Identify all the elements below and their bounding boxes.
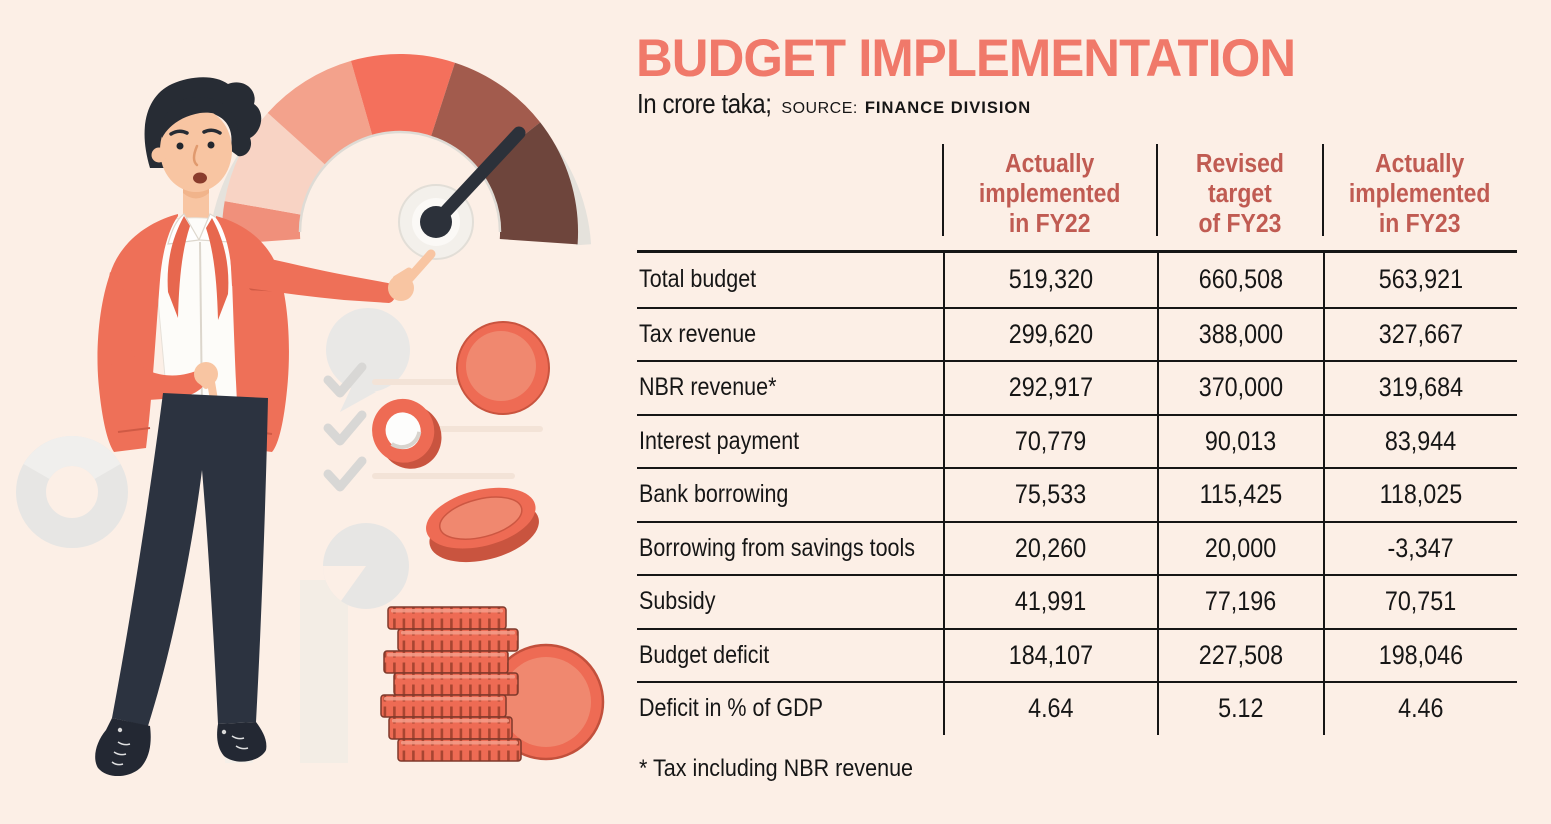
row-label: Interest payment bbox=[639, 426, 800, 455]
man-left-sleeve bbox=[105, 272, 206, 400]
gauge-segment-2 bbox=[224, 112, 327, 216]
gauge-segment-4 bbox=[350, 54, 455, 138]
check-icon bbox=[323, 456, 367, 492]
page-title: BUDGET IMPLEMENTATION bbox=[636, 29, 1296, 88]
unit-label: In crore taka; bbox=[637, 88, 772, 119]
speech-bubble-shape bbox=[326, 308, 410, 412]
table-cell: -3,347 bbox=[1323, 522, 1517, 574]
gauge-segment-5 bbox=[429, 62, 541, 172]
table-cell: 4.64 bbox=[943, 683, 1157, 735]
table-row: Tax revenue 299,620 388,000 327,667 bbox=[637, 306, 1517, 360]
table-cell: 563,921 bbox=[1323, 253, 1517, 307]
table-cell: 77,196 bbox=[1157, 576, 1323, 628]
man-pants bbox=[112, 393, 268, 726]
donut-chart-shape bbox=[16, 436, 128, 548]
man-hair bbox=[144, 77, 262, 168]
bar-chart-shape bbox=[300, 580, 348, 763]
table-cell: 83,944 bbox=[1323, 415, 1517, 467]
table-cell: 70,751 bbox=[1323, 576, 1517, 628]
row-label: Subsidy bbox=[639, 587, 716, 616]
table-cell: 5.12 bbox=[1157, 683, 1323, 735]
gauge-segment-1 bbox=[221, 201, 302, 245]
table-header-empty bbox=[637, 138, 943, 250]
illustration bbox=[16, 54, 605, 777]
table-cell: 319,684 bbox=[1323, 362, 1517, 414]
table-header-row: Actually implemented in FY22 Revised tar… bbox=[637, 138, 1517, 253]
pie-chart-shape bbox=[323, 523, 409, 609]
man-ear bbox=[151, 147, 167, 163]
table-cell: 292,917 bbox=[943, 362, 1157, 414]
row-label: NBR revenue* bbox=[639, 373, 777, 402]
coins bbox=[372, 321, 605, 762]
table-cell: 4.46 bbox=[1323, 683, 1517, 735]
table-row: Deficit in % of GDP 4.64 5.12 4.46 bbox=[637, 681, 1517, 735]
table-cell: 118,025 bbox=[1323, 469, 1517, 521]
table-row: Subsidy 41,991 77,196 70,751 bbox=[637, 574, 1517, 628]
table-cell: 90,013 bbox=[1157, 415, 1323, 467]
row-label: Budget deficit bbox=[639, 640, 770, 669]
table-row: Borrowing from savings tools 20,260 20,0… bbox=[637, 520, 1517, 574]
gauge-segment-6 bbox=[478, 122, 579, 245]
coin-icon bbox=[456, 321, 550, 415]
table-cell: 519,320 bbox=[943, 253, 1157, 307]
row-label: Total budget bbox=[639, 265, 757, 294]
table-cell: 327,667 bbox=[1323, 308, 1517, 360]
table-cell: 370,000 bbox=[1157, 362, 1323, 414]
table-cell: 299,620 bbox=[943, 308, 1157, 360]
table-header-fy23: Actually implemented in FY23 bbox=[1322, 138, 1517, 250]
table-row: NBR revenue* 292,917 370,000 319,684 bbox=[637, 360, 1517, 414]
gauge-meter-icon bbox=[208, 54, 592, 260]
man-facial-features bbox=[169, 128, 222, 184]
check-icon bbox=[323, 362, 367, 398]
table-cell: 184,107 bbox=[943, 629, 1157, 681]
row-label: Bank borrowing bbox=[639, 480, 789, 509]
table-cell: 70,779 bbox=[943, 415, 1157, 467]
row-label: Tax revenue bbox=[639, 319, 757, 348]
table-body: Total budget 519,320 660,508 563,921 Tax… bbox=[637, 253, 1517, 735]
source-value: FINANCE DIVISION bbox=[864, 99, 1032, 117]
table-cell: 227,508 bbox=[1157, 629, 1323, 681]
man-shoes bbox=[95, 718, 267, 777]
man-illustration bbox=[95, 77, 436, 777]
table-cell: 660,508 bbox=[1157, 253, 1323, 307]
table-header-rt23: Revised target of FY23 bbox=[1156, 138, 1323, 250]
table-cell: 75,533 bbox=[943, 469, 1157, 521]
budget-table: Actually implemented in FY22 Revised tar… bbox=[637, 138, 1517, 735]
check-icon bbox=[323, 410, 367, 446]
row-label: Borrowing from savings tools bbox=[639, 533, 916, 562]
coin-icon bbox=[426, 487, 539, 563]
man-jacket bbox=[97, 214, 396, 452]
table-cell: 20,000 bbox=[1157, 522, 1323, 574]
table-row: Interest payment 70,779 90,013 83,944 bbox=[637, 413, 1517, 467]
table-header-fy22: Actually implemented in FY22 bbox=[942, 138, 1157, 250]
background-shapes bbox=[16, 308, 543, 763]
gauge-segment-3 bbox=[267, 60, 374, 167]
table-row: Budget deficit 184,107 227,508 198,046 bbox=[637, 627, 1517, 681]
man-right-sleeve bbox=[230, 250, 396, 303]
table-cell: 41,991 bbox=[943, 576, 1157, 628]
table-cell: 388,000 bbox=[1157, 308, 1323, 360]
table-cell: 115,425 bbox=[1157, 469, 1323, 521]
coin-stack-icon bbox=[380, 606, 522, 762]
source-label: SOURCE: bbox=[781, 100, 858, 117]
row-label: Deficit in % of GDP bbox=[639, 694, 823, 723]
table-cell: 20,260 bbox=[943, 522, 1157, 574]
table-row: Bank borrowing 75,533 115,425 118,025 bbox=[637, 467, 1517, 521]
subtitle: In crore taka; SOURCE: FINANCE DIVISION bbox=[637, 88, 1031, 120]
table-row: Total budget 519,320 660,508 563,921 bbox=[637, 253, 1517, 307]
coin-icon bbox=[372, 398, 442, 469]
man-pointing-hand bbox=[388, 249, 436, 301]
gauge-needle bbox=[429, 126, 526, 229]
footnote: * Tax including NBR revenue bbox=[639, 755, 914, 782]
table-cell: 198,046 bbox=[1323, 629, 1517, 681]
